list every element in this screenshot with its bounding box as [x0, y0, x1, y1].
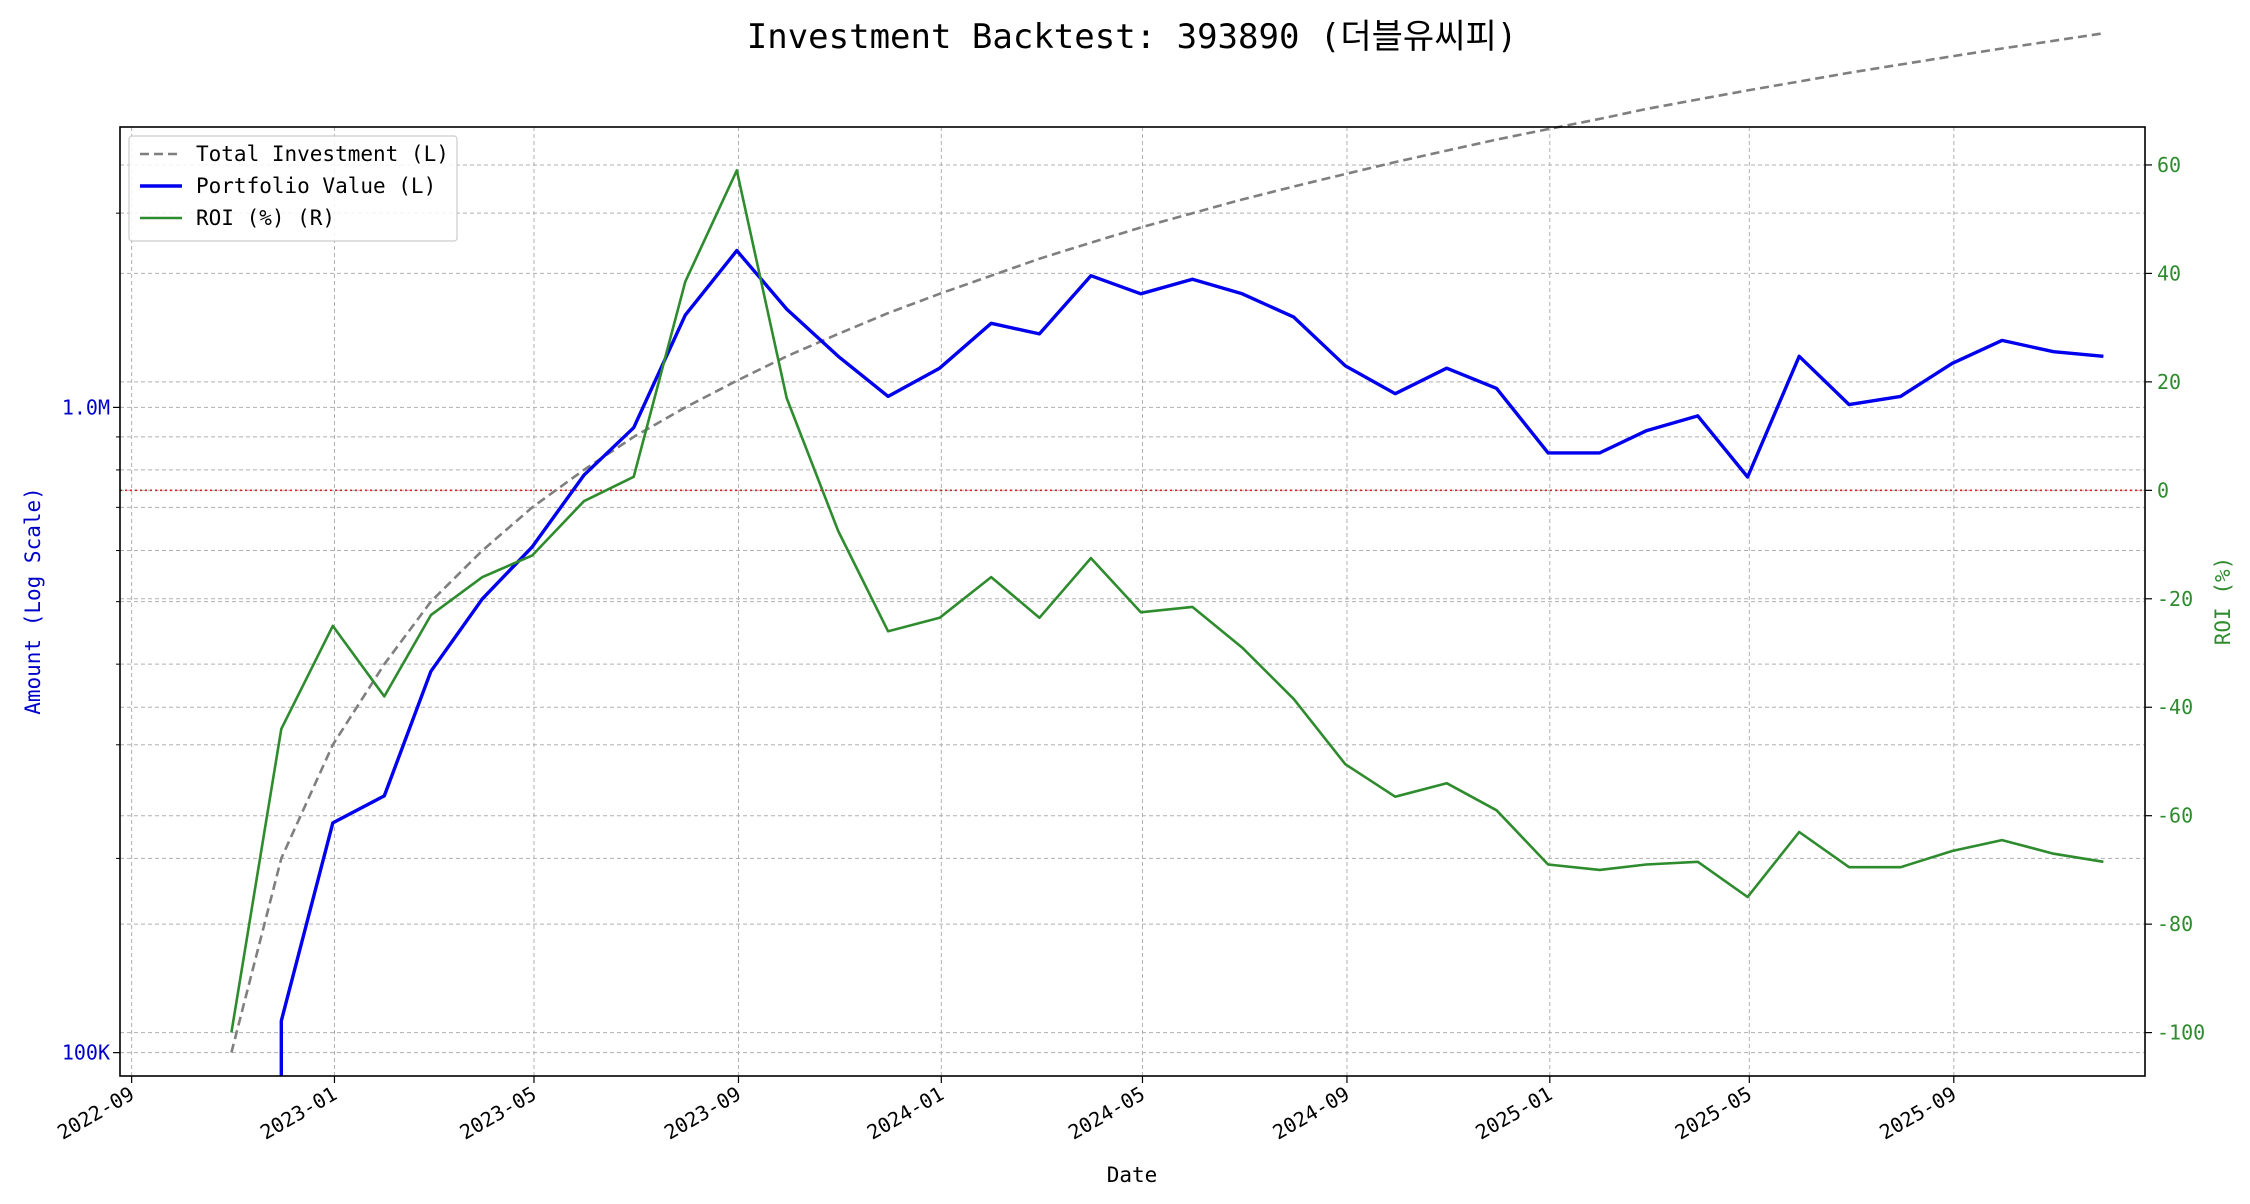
right-tick-label: 60 [2157, 153, 2181, 177]
series-roi-r-line [230, 169, 2104, 1033]
legend-box [128, 135, 458, 242]
legend-entries: Total Investment (L) Portfolio Value (L) R… [140, 142, 449, 230]
right-tick-label: 20 [2157, 370, 2181, 394]
x-tick-label: 2022-09 [53, 1082, 138, 1145]
y-axis-right-label: ROI (%) [2211, 557, 2235, 646]
right-tick-label: -100 [2157, 1021, 2205, 1045]
right-tick-label: -80 [2157, 912, 2193, 936]
series-total-investment-l-line [230, 32, 2104, 1053]
chart-title: Investment Backtest: 393890 (더블유씨피) [747, 17, 1518, 57]
axis-layer: 2022-09 2023-01 2023-05 2023-09 2024-01 2024-… [53, 153, 2205, 1145]
x-tick-label: 2024-01 [863, 1082, 948, 1145]
x-tick-label: 2024-09 [1268, 1082, 1353, 1145]
x-tick-label: 2025-09 [1875, 1082, 1960, 1145]
x-tick-label: 2023-09 [660, 1082, 745, 1145]
series-portfolio-value-l-line [279, 248, 2104, 1076]
legend: Total Investment (L) Portfolio Value (L) R… [128, 135, 458, 242]
x-tick-label: 2024-05 [1064, 1082, 1149, 1145]
y-axis-left-label: Amount (Log Scale) [21, 487, 45, 715]
legend-label: ROI (%) (R) [196, 206, 335, 230]
legend-label: Total Investment (L) [196, 142, 449, 166]
series-layer [230, 32, 2104, 1076]
x-tick-label: 2025-05 [1671, 1082, 1756, 1145]
x-tick-label: 2025-01 [1471, 1082, 1556, 1145]
left-tick-label: 100K [62, 1041, 110, 1065]
legend-label: Portfolio Value (L) [196, 174, 436, 198]
x-tick-label: 2023-01 [256, 1082, 341, 1145]
right-tick-label: -20 [2157, 587, 2193, 611]
left-tick-label: 1.0M [62, 395, 110, 419]
x-tick-label: 2023-05 [455, 1082, 540, 1145]
right-tick-label: -60 [2157, 804, 2193, 828]
right-tick-label: 0 [2157, 478, 2169, 502]
x-axis-label: Date [1107, 1163, 1158, 1187]
right-tick-label: 40 [2157, 261, 2181, 285]
right-tick-label: -40 [2157, 695, 2193, 719]
